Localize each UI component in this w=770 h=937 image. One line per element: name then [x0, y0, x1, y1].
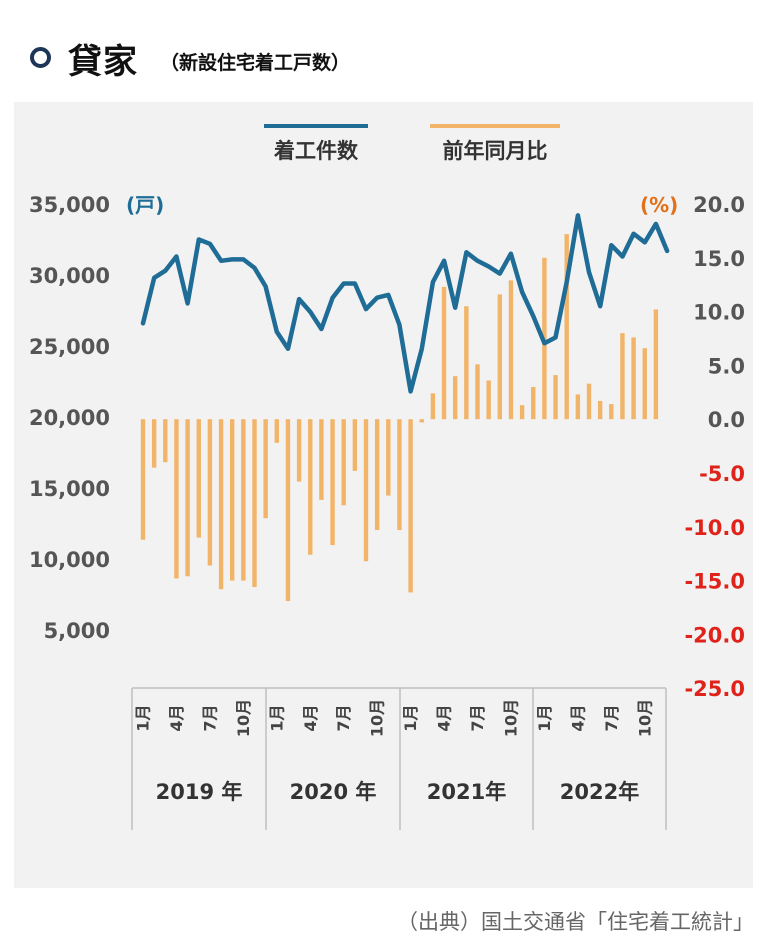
bar-yoy-29 — [453, 376, 458, 420]
bar-yoy-21 — [363, 419, 369, 562]
bar-yoy-1 — [140, 419, 146, 540]
bar-yoy-18 — [330, 419, 335, 546]
bar-yoy-42 — [597, 400, 603, 420]
bar-yoy-12 — [263, 419, 268, 519]
bar-yoy-46 — [642, 348, 647, 420]
right-tick-label: 5.0 — [708, 354, 745, 378]
left-tick-label: 10,000 — [29, 548, 110, 572]
bar-yoy-6 — [196, 419, 201, 538]
bar-yoy-2 — [151, 419, 157, 468]
month-tick-label: 1月 — [267, 704, 286, 731]
bar-yoy-39 — [564, 234, 569, 420]
right-tick-label: 20.0 — [693, 193, 745, 217]
bar-yoy-13 — [274, 419, 279, 443]
left-tick-label: 20,000 — [29, 406, 110, 430]
bar-yoy-47 — [653, 309, 659, 420]
year-label: 2019 年 — [156, 780, 243, 804]
left-tick-label: 35,000 — [29, 193, 110, 217]
series-line-starts — [140, 213, 670, 394]
bar-yoy-44 — [620, 333, 625, 420]
bar-yoy-8 — [218, 419, 224, 590]
month-tick-label: 7月 — [468, 704, 487, 731]
right-axis-unit: (%) — [640, 193, 678, 217]
bar-yoy-10 — [241, 419, 246, 581]
legend-bar-label: 前年同月比 — [443, 139, 548, 163]
bar-yoy-27 — [430, 393, 436, 420]
year-label: 2021年 — [427, 780, 506, 804]
right-tick-label: -15.0 — [684, 570, 745, 594]
bar-yoy-30 — [464, 306, 469, 420]
chart-subtitle: （新設住宅着工戸数） — [160, 52, 351, 74]
bar-yoy-15 — [296, 419, 302, 482]
bar-yoy-35 — [519, 405, 525, 420]
bar-yoy-38 — [553, 375, 558, 420]
month-tick-label: 7月 — [200, 704, 219, 731]
bar-yoy-24 — [397, 419, 402, 531]
chart-title: 貸家 — [68, 42, 138, 82]
chart-header: 貸家 （新設住宅着工戸数） — [0, 0, 770, 96]
month-tick-label: 10月 — [501, 699, 520, 737]
circle-bullet-icon — [30, 47, 51, 68]
left-axis-unit: (戸) — [126, 193, 164, 217]
bar-yoy-31 — [475, 364, 480, 420]
source-note: （出典）国土交通省「住宅着工統計」 — [397, 910, 754, 934]
bar-yoy-28 — [441, 286, 447, 420]
bar-yoy-20 — [352, 419, 358, 471]
bar-yoy-45 — [631, 337, 636, 420]
month-tick-label: 7月 — [602, 704, 621, 731]
right-tick-label: 10.0 — [693, 301, 745, 325]
year-label: 2020 年 — [290, 780, 377, 804]
bar-yoy-5 — [185, 419, 190, 577]
month-tick-label: 1月 — [134, 704, 153, 731]
bar-yoy-26 — [419, 419, 424, 423]
bar-yoy-32 — [486, 380, 491, 420]
bar-yoy-22 — [374, 419, 380, 531]
bar-yoy-25 — [408, 419, 413, 593]
bar-yoy-7 — [207, 419, 213, 566]
bar-yoy-36 — [531, 386, 536, 420]
left-tick-label: 25,000 — [29, 335, 110, 359]
bar-yoy-19 — [341, 419, 346, 506]
left-tick-label: 15,000 — [29, 477, 110, 501]
chart-panel — [14, 102, 753, 888]
bar-yoy-34 — [508, 280, 514, 420]
month-tick-label: 10月 — [635, 699, 654, 737]
right-tick-label: -10.0 — [684, 516, 745, 540]
bar-yoy-41 — [586, 383, 592, 420]
legend-line-label: 着工件数 — [273, 139, 359, 163]
year-label: 2022年 — [560, 780, 639, 804]
left-tick-label: 30,000 — [29, 264, 110, 288]
month-tick-label: 4月 — [167, 704, 186, 731]
month-tick-label: 7月 — [334, 704, 353, 731]
month-tick-label: 4月 — [568, 704, 587, 731]
bar-yoy-3 — [163, 419, 168, 463]
right-tick-label: -20.0 — [684, 623, 745, 647]
bar-yoy-17 — [319, 419, 324, 500]
bar-yoy-40 — [575, 394, 581, 420]
bar-yoy-9 — [230, 419, 235, 581]
bar-yoy-16 — [308, 419, 313, 555]
right-tick-label: 0.0 — [708, 408, 745, 432]
bar-yoy-14 — [285, 419, 291, 602]
month-tick-label: 4月 — [435, 704, 454, 731]
left-tick-label: 5,000 — [44, 619, 110, 643]
month-tick-label: 10月 — [234, 699, 253, 737]
right-tick-label: -5.0 — [699, 462, 745, 486]
month-tick-label: 1月 — [401, 704, 420, 731]
bar-yoy-33 — [497, 294, 502, 420]
right-tick-label: 15.0 — [693, 247, 745, 271]
month-tick-label: 1月 — [535, 704, 554, 731]
bar-yoy-43 — [609, 404, 614, 420]
bar-yoy-4 — [174, 419, 179, 579]
right-tick-label: -25.0 — [684, 677, 745, 701]
month-tick-label: 4月 — [301, 704, 320, 731]
bar-yoy-11 — [252, 419, 257, 588]
bar-yoy-23 — [386, 419, 391, 496]
month-tick-label: 10月 — [368, 699, 387, 737]
